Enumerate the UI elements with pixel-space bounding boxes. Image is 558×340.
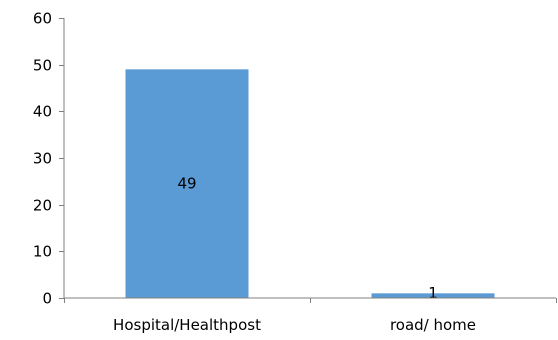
y-tick-label: 30: [33, 150, 52, 168]
bar: [371, 293, 495, 298]
x-category-label: Hospital/Healthpost: [113, 316, 261, 334]
bar: [125, 69, 249, 298]
x-category-label: road/ home: [390, 316, 476, 334]
y-tick-label: 20: [33, 197, 52, 215]
y-axis-ticks: 0 10 20 30 40 50 60: [33, 10, 64, 308]
y-tick-label: 10: [33, 243, 52, 261]
y-tick-label: 50: [33, 57, 52, 75]
y-tick-label: 40: [33, 103, 52, 121]
y-tick-label: 0: [42, 290, 52, 308]
data-label: 49: [177, 175, 196, 193]
data-labels: 49 1: [177, 175, 437, 302]
bars: [125, 69, 495, 298]
data-label: 1: [428, 284, 438, 302]
y-tick-label: 60: [33, 10, 52, 28]
x-axis-categories: Hospital/Healthpost road/ home: [64, 298, 557, 334]
